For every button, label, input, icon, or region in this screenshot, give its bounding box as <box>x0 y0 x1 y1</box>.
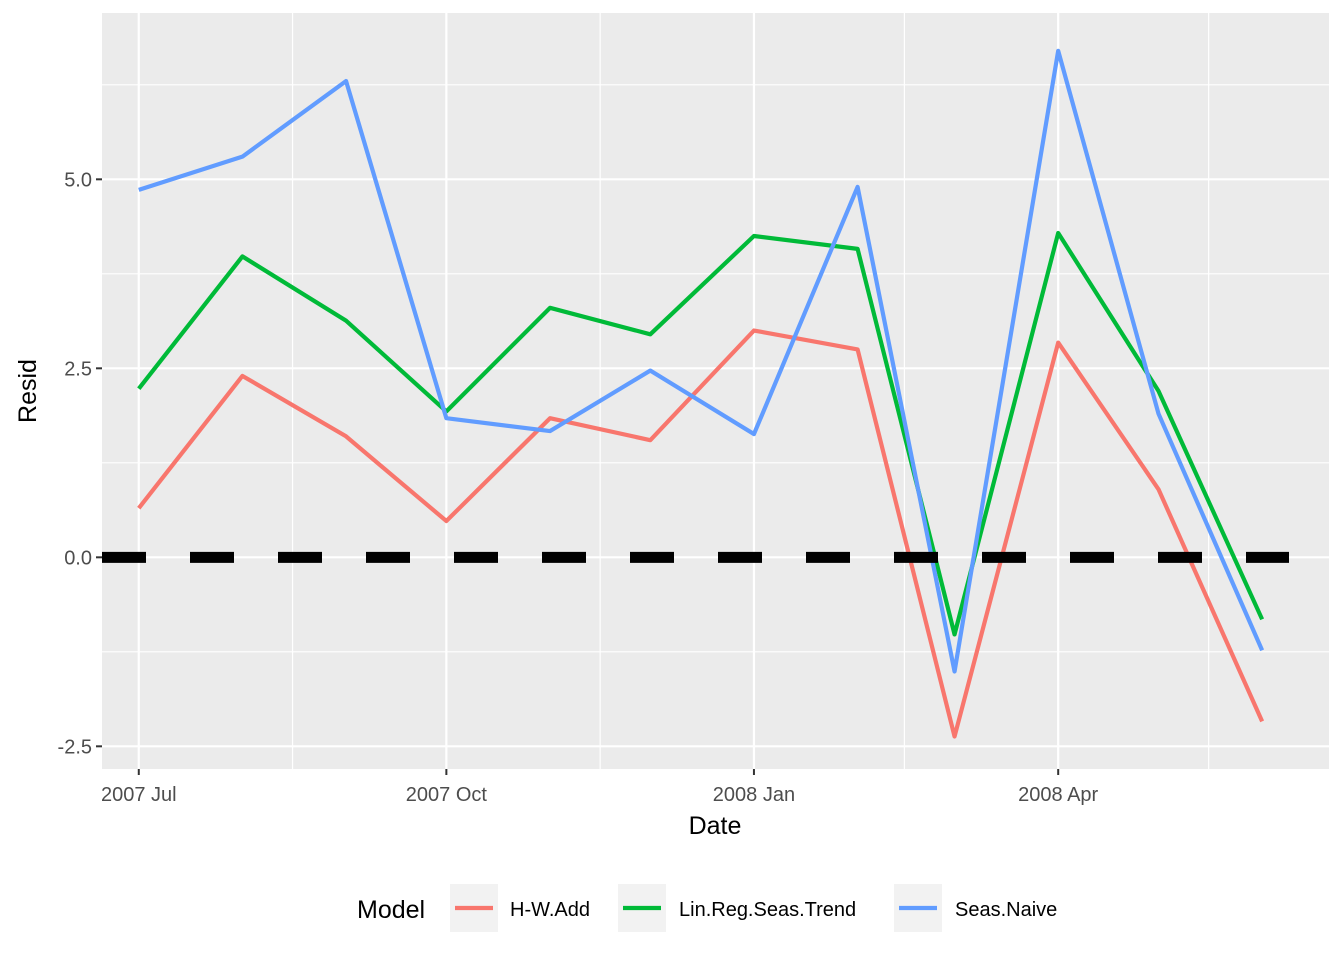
series-line <box>137 328 1265 739</box>
legend-label: Seas.Naive <box>955 899 1057 921</box>
x-tick-label: 2008 Apr <box>1018 784 1098 806</box>
x-tick-label: 2007 Oct <box>406 784 488 806</box>
x-axis: 2007 Jul 2007 Oct 2008 Jan 2008 Apr <box>101 769 1099 806</box>
y-tick-label: 0.0 <box>64 547 92 569</box>
y-axis: -2.5 0.0 2.5 5.0 <box>58 169 102 758</box>
series-line <box>138 48 1265 674</box>
series-Seas.Naive <box>138 48 1265 674</box>
legend-title: Model <box>357 896 425 924</box>
x-tick-label: 2007 Jul <box>101 784 177 806</box>
series-line <box>137 230 1265 637</box>
x-axis-title: Date <box>689 812 742 840</box>
y-axis-title: Resid <box>14 359 42 423</box>
x-tick-label: 2008 Jan <box>713 784 795 806</box>
series-H-W.Add <box>137 328 1265 739</box>
y-tick-label: 5.0 <box>64 169 92 191</box>
y-tick-label: -2.5 <box>58 736 92 758</box>
series-lines <box>137 48 1265 739</box>
y-tick-label: 2.5 <box>64 358 92 380</box>
legend: Model H-W.Add Lin.Reg.Seas.Trend Seas.Naiv… <box>357 884 1057 932</box>
legend-label: Lin.Reg.Seas.Trend <box>679 899 856 921</box>
legend-label: H-W.Add <box>510 899 590 921</box>
plot-panel <box>102 13 1329 769</box>
